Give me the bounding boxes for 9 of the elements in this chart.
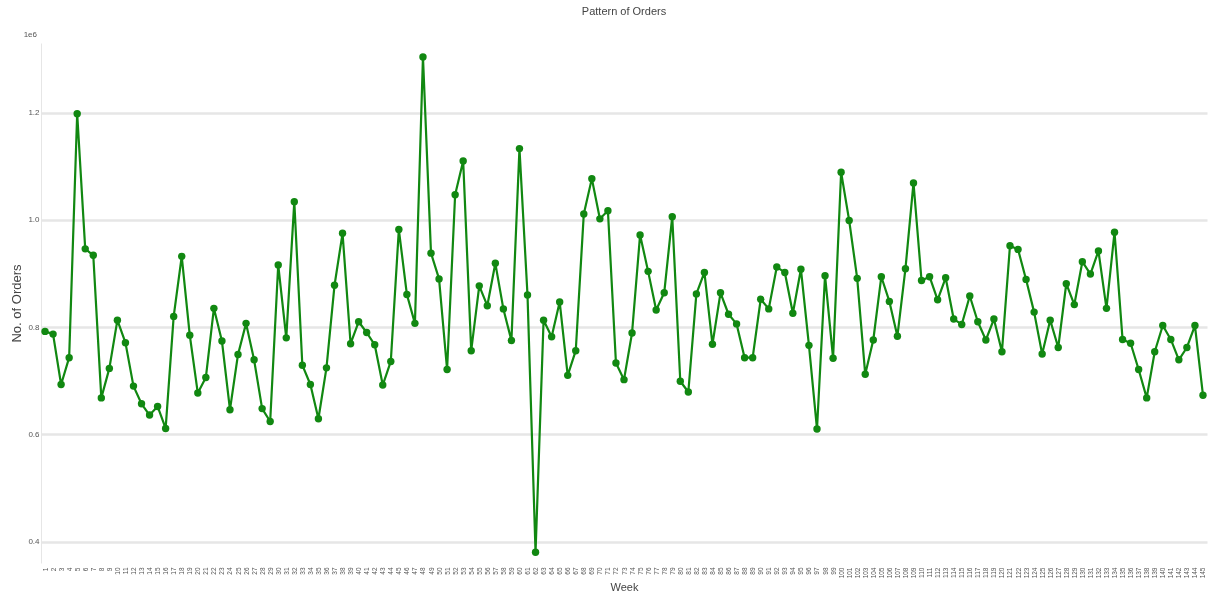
y-tick-label: 1.2 <box>28 108 41 118</box>
x-axis-title: Week <box>610 581 639 594</box>
y-axis-title: No. of Orders <box>9 263 25 343</box>
chart-title: Pattern of Orders <box>581 5 667 17</box>
y-tick-label: 1.0 <box>28 215 41 225</box>
text: 1e6 <box>23 30 38 39</box>
y-tick-label: 0.8 <box>28 322 41 332</box>
y-tick-label: 0.6 <box>28 429 41 439</box>
y-tick-label: 0.4 <box>28 537 41 547</box>
